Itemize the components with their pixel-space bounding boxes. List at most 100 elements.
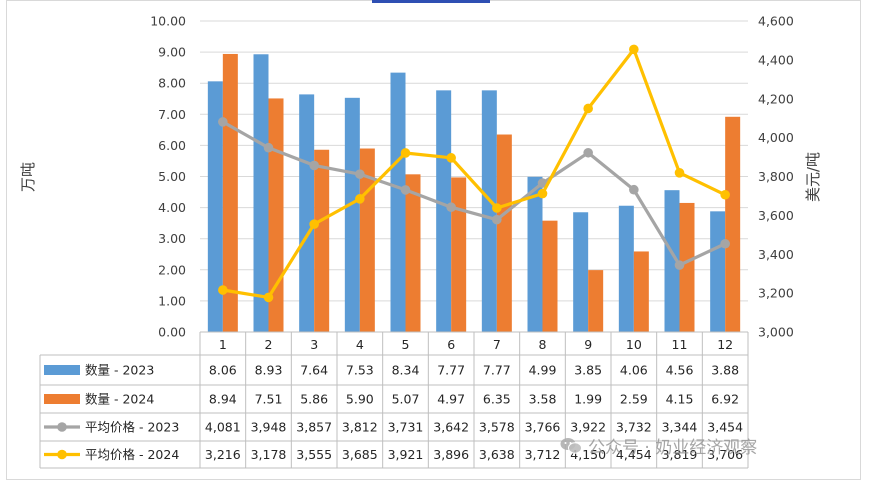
x-tick-label: 5 xyxy=(402,337,410,352)
legend-label: 平均价格 - 2023 xyxy=(85,420,179,435)
bar-2024 xyxy=(679,202,695,332)
bar-2023 xyxy=(253,54,269,332)
data-label: 3,732 xyxy=(616,420,652,435)
data-label: 3,857 xyxy=(296,420,332,435)
y-tick-label-right: 4,600 xyxy=(758,14,794,29)
price-point-2024 xyxy=(492,203,502,213)
x-tick-label: 12 xyxy=(717,337,733,352)
bar-2023 xyxy=(207,81,223,332)
bar-2023 xyxy=(527,176,543,332)
y-tick-label-right: 3,800 xyxy=(758,169,794,184)
wechat-icon xyxy=(560,437,582,455)
price-point-2023 xyxy=(355,169,365,179)
data-label: 4.15 xyxy=(666,392,694,407)
bar-2023 xyxy=(573,212,589,332)
data-label: 5.86 xyxy=(300,392,328,407)
legend-key-bar xyxy=(44,365,80,375)
bar-2024 xyxy=(633,251,649,332)
bars xyxy=(207,53,741,333)
y-tick-label-left: 3.00 xyxy=(158,231,186,246)
x-tick-label: 7 xyxy=(493,337,501,352)
y-axis-title-right: 美元/吨 xyxy=(804,152,822,202)
y-tick-label-left: 9.00 xyxy=(158,45,186,60)
y-tick-label-right: 3,400 xyxy=(758,247,794,262)
price-point-2024 xyxy=(355,194,365,204)
y-tick-label-left: 8.00 xyxy=(158,76,186,91)
price-point-2023 xyxy=(674,260,685,270)
data-label: 3,922 xyxy=(570,420,606,435)
bar-2024 xyxy=(268,98,284,333)
data-label: 4.06 xyxy=(620,363,648,378)
data-label: 4.99 xyxy=(529,363,557,378)
watermark-text: 公众号 · 奶业经济观察 xyxy=(588,438,758,458)
data-label: 8.94 xyxy=(209,392,237,407)
bar-2024 xyxy=(496,134,512,332)
price-line-2023 xyxy=(222,120,726,267)
data-label: 3,216 xyxy=(205,447,241,462)
price-point-2023 xyxy=(218,117,228,127)
legend-key-marker xyxy=(57,422,67,432)
bar-2023 xyxy=(710,211,726,332)
bar-2023 xyxy=(344,97,360,332)
price-lines xyxy=(218,44,730,303)
price-point-2023 xyxy=(400,185,411,195)
price-point-2024 xyxy=(583,103,593,114)
x-tick-label: 3 xyxy=(310,337,318,352)
data-label: 8.93 xyxy=(255,363,283,378)
price-point-2024 xyxy=(629,44,639,55)
axes: 0.00 1.00 2.00 3.00 4.00 5.00 6.00 7.00 8.00 9.00… xyxy=(150,14,794,340)
data-label: 2.59 xyxy=(620,392,648,407)
legend-key-bar xyxy=(44,394,80,404)
y-tick-label-right: 3,000 xyxy=(758,325,794,340)
price-point-2024 xyxy=(218,285,228,295)
data-label: 3,642 xyxy=(433,420,469,435)
y-tick-label-left: 5.00 xyxy=(158,169,186,184)
price-point-2024 xyxy=(446,153,456,163)
price-point-2024 xyxy=(720,189,730,200)
price-point-2024 xyxy=(400,148,411,158)
bar-2023 xyxy=(436,90,452,332)
data-label: 3,766 xyxy=(525,420,561,435)
data-label: 4.97 xyxy=(437,392,465,407)
data-label: 7.51 xyxy=(255,392,283,407)
top-accent-bar xyxy=(372,0,490,3)
price-point-2023 xyxy=(537,178,548,188)
data-label: 7.53 xyxy=(346,363,374,378)
data-label: 3,921 xyxy=(388,447,424,462)
legend-label: 数量 - 2023 xyxy=(85,363,154,378)
bar-2023 xyxy=(618,205,634,332)
x-tick-label: 11 xyxy=(672,337,688,352)
y-axis-title-left: 万吨 xyxy=(19,162,37,192)
watermark: 公众号 · 奶业经济观察 xyxy=(560,433,757,458)
gridlines xyxy=(200,20,748,302)
data-label: 3,896 xyxy=(433,447,469,462)
y-tick-label-right: 3,200 xyxy=(758,286,794,301)
x-tick-label: 8 xyxy=(539,337,547,352)
price-point-2023 xyxy=(720,238,730,249)
legend-key-marker xyxy=(57,449,67,460)
legend-label: 数量 - 2024 xyxy=(85,392,154,407)
data-label: 3.88 xyxy=(711,363,739,378)
price-line-2024 xyxy=(222,47,726,300)
y-tick-label-left: 0.00 xyxy=(158,325,186,340)
bar-2024 xyxy=(588,270,604,332)
bar-2023 xyxy=(299,94,315,332)
legend-label: 平均价格 - 2024 xyxy=(85,447,179,462)
data-label: 3.58 xyxy=(529,392,557,407)
price-point-2023 xyxy=(583,147,593,158)
price-point-2024 xyxy=(263,292,274,303)
x-tick-label: 1 xyxy=(219,337,227,352)
bar-2024 xyxy=(451,177,467,332)
bar-2024 xyxy=(314,149,330,332)
data-label: 5.90 xyxy=(346,392,374,407)
y-tick-label-left: 4.00 xyxy=(158,200,186,215)
data-label: 3,731 xyxy=(388,420,424,435)
data-label: 3.85 xyxy=(574,363,602,378)
y-tick-label-left: 6.00 xyxy=(158,138,186,153)
data-label: 8.34 xyxy=(392,363,420,378)
data-label: 3,819 xyxy=(662,447,698,462)
x-tick-label: 9 xyxy=(584,337,592,352)
price-point-2024 xyxy=(674,168,685,178)
